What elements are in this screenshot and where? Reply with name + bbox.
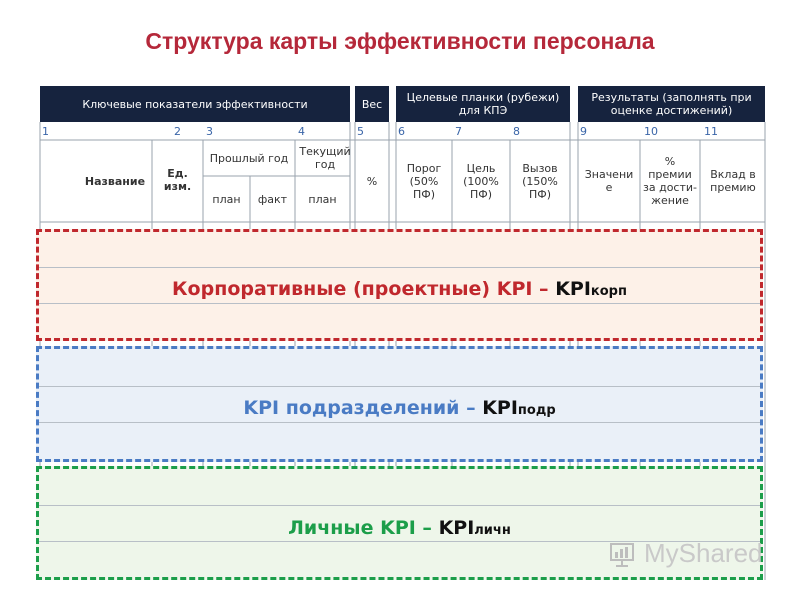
subheader-current-year: Текущий год — [299, 145, 351, 171]
header-results: Результаты (заполнять при оценке достиже… — [578, 86, 765, 122]
col-number-8: 8 — [513, 125, 520, 138]
band-row-divider — [39, 303, 760, 304]
col-number-6: 6 — [398, 125, 405, 138]
subheader-threshold: Порог (50% ПФ) — [406, 161, 442, 201]
col-number-11: 11 — [704, 125, 718, 138]
subheader-name: Название — [84, 174, 146, 188]
subheader-percent: % — [366, 174, 378, 188]
subheader-challenge: Вызов (150% ПФ) — [522, 161, 558, 201]
col-number-3: 3 — [206, 125, 213, 138]
subheader-prev-year: Прошлый год — [209, 151, 289, 165]
band-personal-label: Личные KPI – KPIличн — [39, 517, 760, 539]
col-number-2: 2 — [174, 125, 181, 138]
band-department-text: KPI подразделений – — [243, 397, 483, 419]
band-department-label: KPI подразделений – KPIподр — [39, 397, 760, 419]
band-row-divider — [39, 505, 760, 506]
band-corporate-text: Корпоративные (проектные) KPI – — [172, 278, 556, 300]
col-number-7: 7 — [455, 125, 462, 138]
band-row-divider — [39, 422, 760, 423]
subheader-unit: Ед. изм. — [163, 167, 192, 193]
subheader-bonus-contribution: Вклад в премию — [710, 168, 756, 194]
header-kpi: Ключевые показатели эффективности — [40, 86, 350, 122]
band-corporate-kpi: Корпоративные (проектные) KPI – KPIкорп — [36, 229, 763, 341]
header-targets: Целевые планки (рубежи) для КПЭ — [396, 86, 570, 122]
band-row-divider — [39, 386, 760, 387]
band-personal-kpi-abbr: KPI — [438, 517, 475, 539]
band-personal-kpi: Личные KPI – KPIличн — [36, 466, 763, 580]
watermark: MyShared — [644, 538, 763, 568]
col-number-1: 1 — [42, 125, 49, 138]
subheader-fact: факт — [257, 192, 288, 206]
band-personal-text: Личные KPI – — [288, 517, 439, 539]
col-number-4: 4 — [298, 125, 305, 138]
band-personal-suffix: личн — [474, 523, 511, 538]
band-corporate-suffix: корп — [590, 284, 627, 299]
band-corporate-label: Корпоративные (проектные) KPI – KPIкорп — [39, 278, 760, 300]
subheader-bonus-percent: % премии за дости- жение — [643, 155, 697, 207]
presentation-icon — [610, 543, 634, 567]
band-department-kpi: KPI подразделений – KPIподр — [36, 346, 763, 462]
col-number-5: 5 — [357, 125, 364, 138]
band-department-kpi-abbr: KPI — [482, 397, 518, 419]
subheader-value: Значени е — [584, 168, 634, 194]
page-title: Структура карты эффективности персонала — [145, 28, 655, 54]
band-department-suffix: подр — [517, 403, 556, 418]
header-weight: Вес — [355, 86, 389, 122]
band-row-divider — [39, 541, 760, 542]
band-row-divider — [39, 267, 760, 268]
col-number-9: 9 — [580, 125, 587, 138]
band-corporate-kpi-abbr: KPI — [555, 278, 591, 300]
subheader-plan-current: план — [308, 192, 337, 206]
subheader-plan: план — [212, 192, 241, 206]
col-number-10: 10 — [644, 125, 658, 138]
subheader-target: Цель (100% ПФ) — [463, 161, 499, 201]
